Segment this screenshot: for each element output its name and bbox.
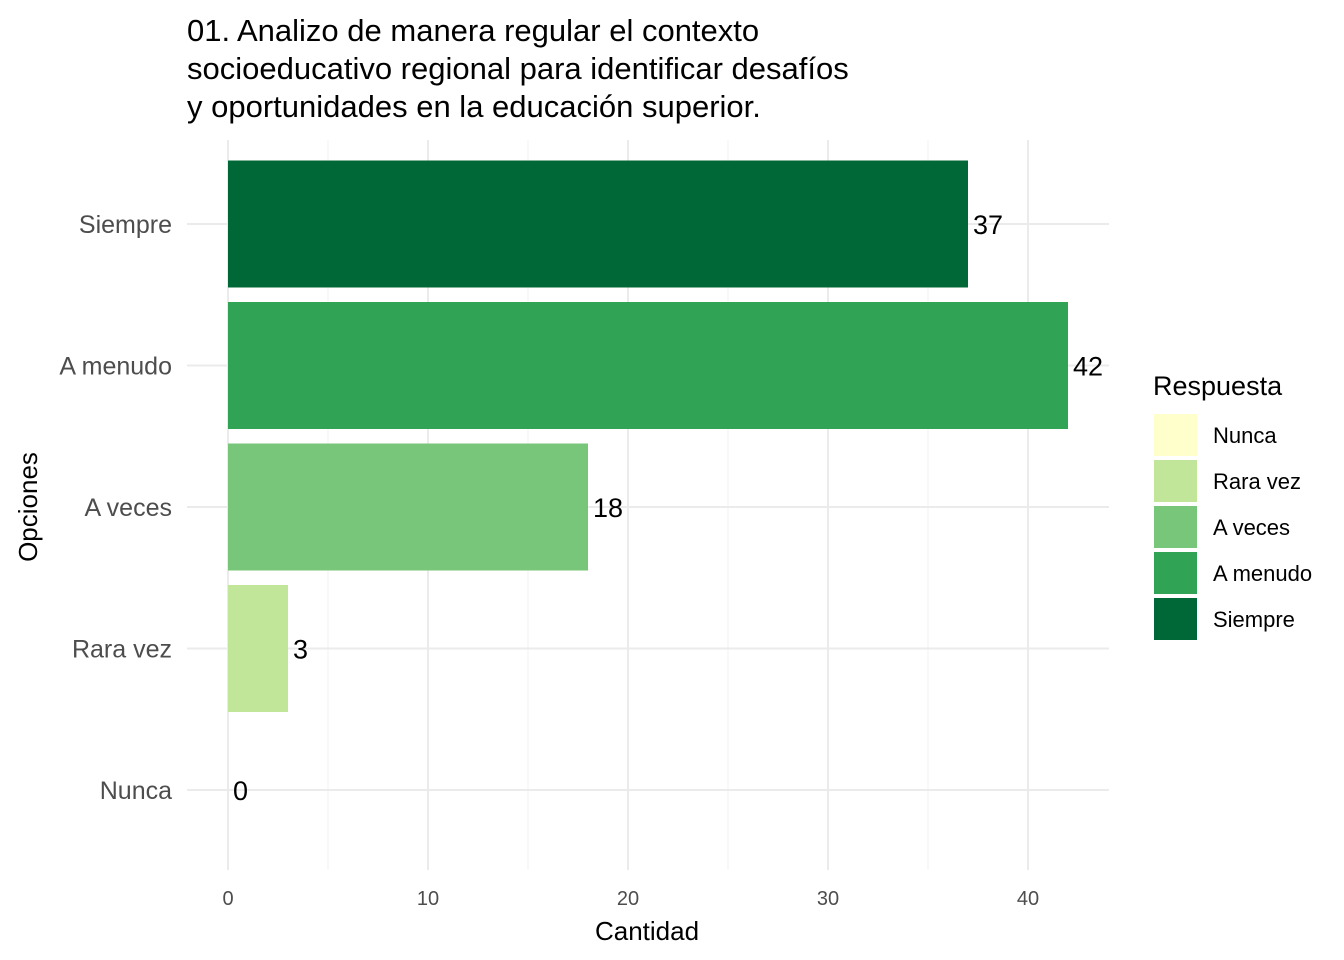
chart-title-line: y oportunidades en la educación superior… — [187, 89, 761, 124]
legend-entry-label: Siempre — [1213, 607, 1295, 632]
legend-entry-label: A menudo — [1213, 561, 1312, 586]
legend-swatch — [1154, 460, 1197, 502]
bar-labels: 0 3 18 42 37 — [233, 210, 1103, 806]
y-tick-label: Nunca — [100, 777, 172, 805]
x-tick-label: 0 — [222, 888, 233, 910]
x-tick-label: 30 — [817, 888, 839, 910]
bar-value-label: 42 — [1073, 352, 1103, 382]
y-tick-label: Siempre — [79, 211, 172, 239]
x-tick-label: 40 — [1017, 888, 1039, 910]
y-axis-ticks: Nunca Rara vez A veces A menudo Siempre — [59, 211, 172, 805]
bar-value-label: 3 — [293, 635, 308, 665]
chart-title: 01. Analizo de manera regular el context… — [187, 13, 849, 124]
legend-title: Respuesta — [1153, 371, 1283, 401]
chart-title-line: 01. Analizo de manera regular el context… — [187, 13, 759, 48]
legend-entry-label: Nunca — [1213, 423, 1277, 448]
legend-swatch — [1154, 552, 1197, 594]
legend-swatch — [1154, 506, 1197, 548]
x-tick-label: 10 — [417, 888, 439, 910]
legend-swatch — [1154, 598, 1197, 640]
legend-entry-label: Rara vez — [1213, 469, 1301, 494]
bar-value-label: 0 — [233, 776, 248, 806]
y-tick-label: Rara vez — [72, 636, 172, 664]
x-axis-label: Cantidad — [595, 916, 699, 946]
bar-value-label: 37 — [973, 210, 1003, 240]
legend-entry-label: A veces — [1213, 515, 1290, 540]
bar-rara-vez — [228, 585, 288, 712]
legend-swatch — [1154, 414, 1197, 456]
y-axis-label: Opciones — [13, 452, 43, 562]
bar-siempre — [228, 160, 968, 288]
y-tick-label: A veces — [84, 494, 172, 522]
chart-title-line: socioeducativo regional para identificar… — [187, 51, 849, 86]
bar-a-veces — [228, 443, 588, 571]
legend: Respuesta Nunca Rara vez A veces A menudo Si… — [1153, 371, 1312, 640]
bar-a-menudo — [228, 302, 1068, 429]
y-tick-label: A menudo — [59, 353, 172, 381]
bars — [228, 160, 1068, 712]
x-axis-ticks: 0 10 20 30 40 — [222, 888, 1039, 910]
x-tick-label: 20 — [617, 888, 639, 910]
bar-value-label: 18 — [593, 493, 623, 523]
